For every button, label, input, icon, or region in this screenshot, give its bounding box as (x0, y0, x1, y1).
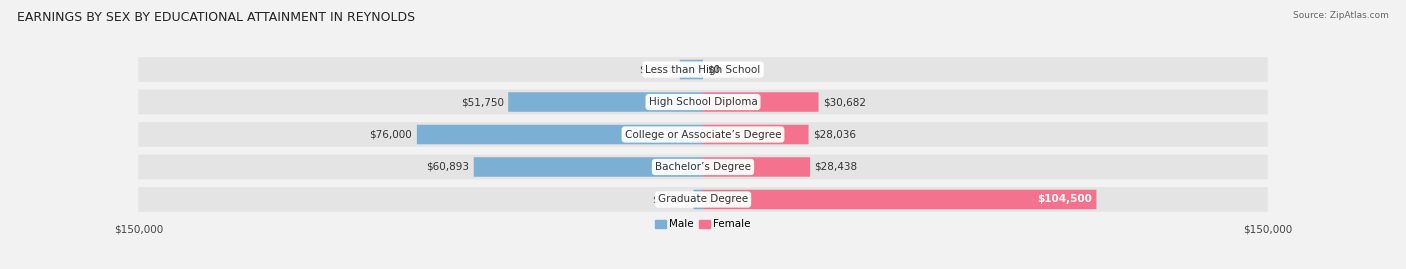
Text: EARNINGS BY SEX BY EDUCATIONAL ATTAINMENT IN REYNOLDS: EARNINGS BY SEX BY EDUCATIONAL ATTAINMEN… (17, 11, 415, 24)
Text: $76,000: $76,000 (370, 129, 412, 140)
Text: $0: $0 (707, 65, 721, 75)
Text: Bachelor’s Degree: Bachelor’s Degree (655, 162, 751, 172)
Text: $30,682: $30,682 (823, 97, 866, 107)
Legend: Male, Female: Male, Female (655, 219, 751, 229)
FancyBboxPatch shape (703, 92, 818, 112)
FancyBboxPatch shape (508, 92, 703, 112)
Text: College or Associate’s Degree: College or Associate’s Degree (624, 129, 782, 140)
Text: Graduate Degree: Graduate Degree (658, 194, 748, 204)
Text: $28,036: $28,036 (813, 129, 856, 140)
FancyBboxPatch shape (138, 155, 1268, 179)
FancyBboxPatch shape (703, 157, 810, 177)
Text: High School Diploma: High School Diploma (648, 97, 758, 107)
Text: $51,750: $51,750 (461, 97, 503, 107)
FancyBboxPatch shape (474, 157, 703, 177)
Text: $104,500: $104,500 (1038, 194, 1092, 204)
Text: Less than High School: Less than High School (645, 65, 761, 75)
FancyBboxPatch shape (693, 190, 703, 209)
Text: $28,438: $28,438 (814, 162, 858, 172)
Text: $2,499: $2,499 (652, 194, 689, 204)
FancyBboxPatch shape (703, 190, 1097, 209)
FancyBboxPatch shape (138, 57, 1268, 82)
FancyBboxPatch shape (418, 125, 703, 144)
Text: $6,176: $6,176 (638, 65, 675, 75)
Text: $60,893: $60,893 (426, 162, 470, 172)
FancyBboxPatch shape (679, 60, 703, 79)
FancyBboxPatch shape (138, 187, 1268, 212)
FancyBboxPatch shape (703, 125, 808, 144)
Text: Source: ZipAtlas.com: Source: ZipAtlas.com (1294, 11, 1389, 20)
FancyBboxPatch shape (138, 90, 1268, 114)
FancyBboxPatch shape (138, 122, 1268, 147)
